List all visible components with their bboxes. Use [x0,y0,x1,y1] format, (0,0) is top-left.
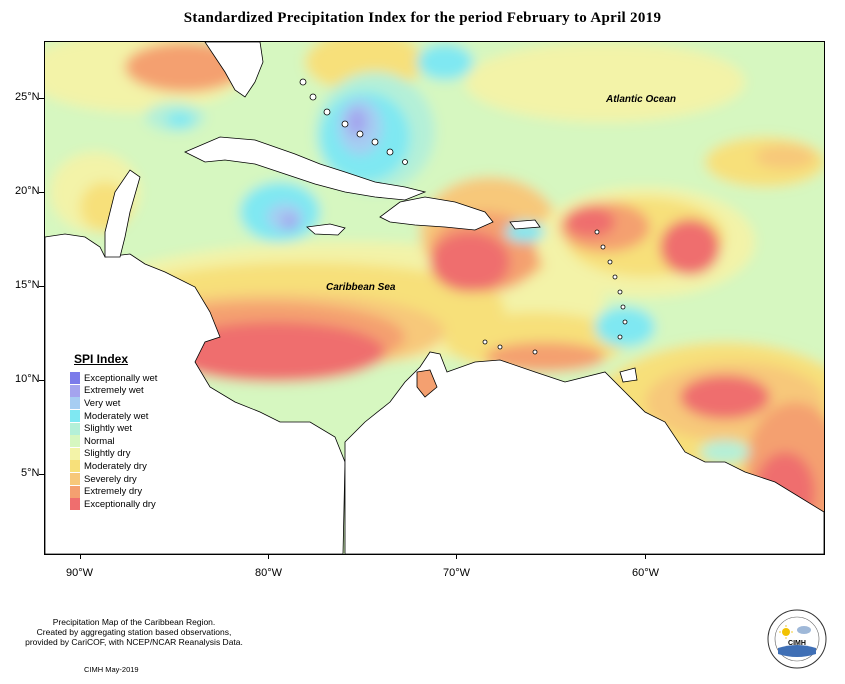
small-islands [299,78,628,355]
lat-label-10n: 10°N [15,373,40,385]
lat-label-25n: 25°N [15,91,40,103]
legend-item: Exceptionally wet [70,372,200,385]
legend-item: Very wet [70,397,200,410]
lon-tick [80,554,81,559]
map-title: Standardized Precipitation Index for the… [183,10,662,26]
legend-item: Exceptionally dry [70,498,200,511]
legend-item: Extremely dry [70,485,200,498]
legend-rows: Exceptionally wet Extremely wet Very wet Mo… [70,372,200,511]
lon-tick [268,554,269,559]
legend-swatch [70,435,80,448]
lon-label-90w: 90°W [66,567,94,579]
map-credit: CIMH May-2019 [84,665,139,674]
footnote-line-2: Created by aggregating station based obs… [36,627,232,637]
land-masses [45,42,824,554]
legend-item: Extremely wet [70,384,200,398]
lon-label-70w: 70°W [443,567,471,579]
legend-item: Normal [70,435,200,448]
legend-item: Moderately wet [70,410,200,423]
caribbean-sea-label: Caribbean Sea [326,282,396,293]
cimh-logo-icon: CIMH [767,609,827,669]
legend-item: Moderately dry [70,460,200,473]
lat-tick [39,192,44,193]
legend-swatch [70,473,80,486]
legend-swatch [70,384,80,397]
legend-swatch [70,422,80,435]
lon-label-60w: 60°W [632,567,660,579]
lon-label-80w: 80°W [255,567,283,579]
legend-item: Slightly wet [70,422,200,435]
legend-label: Exceptionally wet [84,372,158,384]
legend-label: Moderately wet [84,410,149,422]
lat-tick [39,286,44,287]
legend-label: Severely dry [84,473,137,485]
lat-label-5n: 5°N [21,467,40,479]
legend-item: Severely dry [70,473,200,486]
lat-tick [39,474,44,475]
legend-swatch [70,485,80,498]
footnote-line-1: Precipitation Map of the Caribbean Regio… [52,617,216,627]
legend-label: Exceptionally dry [84,498,156,510]
lat-tick [39,98,44,99]
legend-swatch [70,397,80,410]
legend-item: Slightly dry [70,447,200,461]
lon-tick [456,554,457,559]
lon-tick [645,554,646,559]
footnote-line-3: provided by CariCOF, with NCEP/NCAR Rean… [25,637,243,647]
legend-label: Normal [84,435,115,447]
spi-map-canvas [45,42,824,554]
map-footnote: Precipitation Map of the Caribbean Regio… [14,617,254,647]
legend-swatch [70,498,80,511]
cimh-logo: CIMH [766,608,828,670]
lat-label-15n: 15°N [15,279,40,291]
atlantic-ocean-label: Atlantic Ocean [606,94,677,105]
legend-label: Extremely wet [84,385,144,397]
legend-label: Slightly dry [84,448,131,460]
legend-label: Extremely dry [84,486,143,498]
legend-label: Very wet [84,397,121,409]
legend-swatch [70,410,80,423]
legend-swatch [70,460,80,473]
logo-text: CIMH [788,640,806,647]
legend-label: Slightly wet [84,423,133,435]
legend-title: SPI Index [74,352,129,366]
legend-label: Moderately dry [84,460,147,472]
legend-swatch [70,372,80,385]
legend-swatch [70,447,80,460]
spi-legend: SPI Index Exceptionally wet Extremely wet… [70,352,200,511]
lat-label-20n: 20°N [15,185,40,197]
spi-map [44,41,825,555]
lat-tick [39,380,44,381]
